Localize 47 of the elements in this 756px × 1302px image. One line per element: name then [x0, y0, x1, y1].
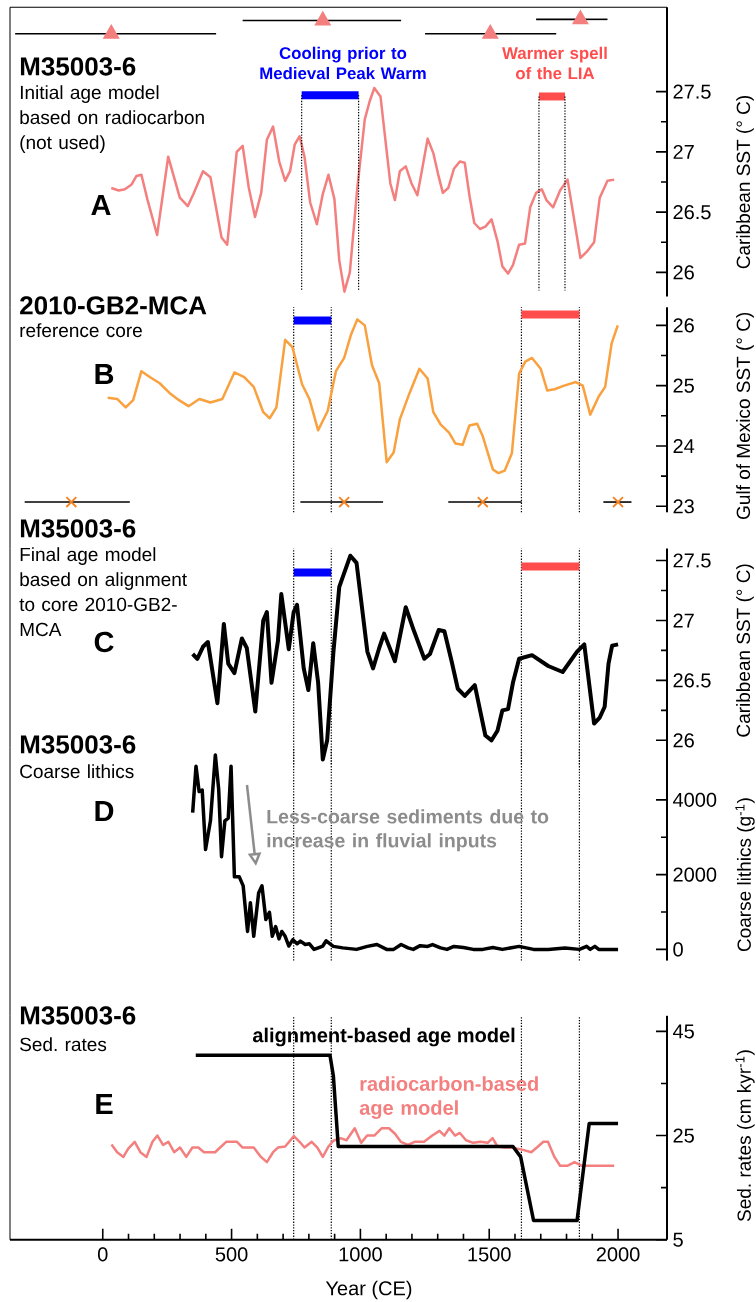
y-tick-label: 5 [673, 1232, 683, 1247]
x-axis-title: Year (CE) [325, 1280, 412, 1300]
text: reference core [20, 323, 142, 338]
y-tick-label: 26 [673, 265, 694, 280]
annotation: E [96, 1094, 113, 1114]
chart-title: M35003-6 [20, 735, 136, 754]
y-tick-label: 26.5 [673, 205, 711, 220]
annotation: D [95, 801, 114, 821]
series-label: Cooling prior to Medieval Peak Warm [260, 46, 426, 80]
text: M35003-6 [20, 57, 136, 76]
y-tick-label: 27 [673, 613, 694, 628]
x-tick-label: 1000 [339, 1247, 382, 1262]
text: Sed. rates [20, 1037, 107, 1052]
chart-title: 2010-GB2-MCA [20, 296, 207, 315]
y-tick-label: 27.5 [673, 84, 711, 99]
text: Initial age model based on radiocarbon (not used) [20, 85, 204, 153]
y-tick-label: 0 [673, 942, 683, 957]
y-axis-title: Gulf of Mexico SST (° C) [736, 312, 754, 519]
y-axis-title: Caribbean SST (° C) [736, 96, 754, 269]
y-tick-label: 27 [673, 144, 694, 159]
y-tick-label: 25 [673, 1128, 694, 1143]
y-axis-title: Sed. rates (cm kyr$^{-1}$) [735, 1050, 755, 1222]
annotation: B [95, 364, 114, 384]
y-tick-label: 45 [672, 1024, 694, 1039]
y-axis-title: Caribbean SST (° C) [736, 564, 754, 737]
y-tick-label: 25 [673, 378, 694, 393]
chart-title: M35003-6 [20, 519, 136, 538]
series-label: radiocarbon-based age model [359, 1076, 538, 1119]
y-tick-label: 27.5 [673, 553, 711, 568]
y-tick-label: 24 [673, 438, 695, 453]
y-tick-label: 2000 [673, 867, 717, 882]
x-tick-label: 2000 [596, 1247, 640, 1262]
series-label: Warmer spell of the LIA [502, 46, 607, 80]
y-tick-label: 26 [673, 318, 694, 333]
x-tick-label: 0 [97, 1247, 108, 1262]
text: Coarse lithics [20, 764, 134, 779]
y-axis-title: Coarse lithics (g$^{-1}$) [735, 798, 755, 952]
x-tick-label: 1500 [468, 1247, 511, 1262]
series-label: alignment-based age model [252, 1027, 515, 1047]
chart-title: M35003-6 [20, 1006, 136, 1025]
x-tick-label: 500 [215, 1247, 248, 1262]
y-tick-label: 26 [673, 733, 694, 748]
annotation: Less-coarse sediments due to increase in fluvial inputs [267, 809, 549, 852]
annotation: A [91, 195, 111, 215]
y-tick-label: 26.5 [673, 673, 711, 688]
y-tick-label: 4000 [672, 792, 717, 807]
y-tick-label: 23 [673, 499, 694, 514]
